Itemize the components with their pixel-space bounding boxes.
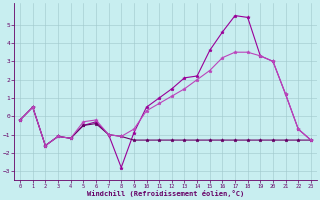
X-axis label: Windchill (Refroidissement éolien,°C): Windchill (Refroidissement éolien,°C) [87,190,244,197]
